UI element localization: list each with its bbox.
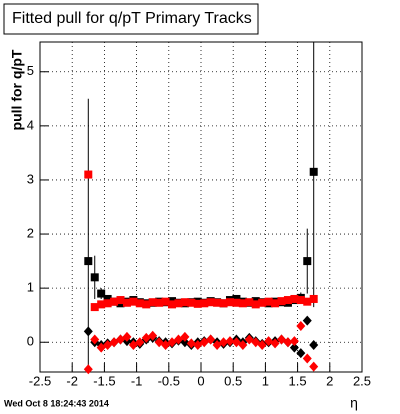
diamond-marker — [296, 321, 306, 332]
square-marker — [296, 296, 305, 305]
square-marker — [264, 297, 273, 306]
x-tick-label: 1.5 — [289, 373, 307, 388]
x-tick-label: 0.5 — [224, 373, 242, 388]
square-marker — [174, 299, 183, 308]
y-axis-label: pull for q/pT — [9, 49, 25, 130]
square-marker — [309, 294, 318, 303]
square-marker — [168, 300, 177, 309]
square-marker — [161, 297, 170, 306]
diamond-marker — [289, 342, 299, 353]
diamond-marker — [135, 337, 145, 348]
diamond-marker — [257, 339, 267, 350]
square-marker — [303, 297, 312, 306]
square-marker — [122, 298, 131, 307]
y-tick-label: 4 — [27, 117, 34, 132]
y-tick-label: 5 — [27, 63, 34, 78]
diamond-marker — [225, 336, 235, 347]
x-tick-label: 1 — [262, 373, 269, 388]
square-marker — [225, 298, 234, 307]
x-tick-label: 2.5 — [353, 373, 371, 388]
square-marker — [84, 257, 93, 266]
diamond-marker — [309, 361, 319, 372]
square-marker — [283, 296, 292, 305]
diamond-marker — [148, 330, 158, 341]
square-marker — [193, 299, 202, 308]
square-marker — [200, 299, 209, 308]
diamond-marker — [302, 353, 312, 364]
square-marker — [90, 273, 99, 282]
y-tick-label: 1 — [27, 280, 34, 295]
x-axis-label: η — [350, 395, 358, 411]
square-marker — [232, 298, 241, 307]
x-tick-label: 2 — [326, 373, 333, 388]
x-tick-label: -1 — [131, 373, 143, 388]
chart-title: Fitted pull for q/pT Primary Tracks — [12, 10, 252, 27]
square-marker — [84, 170, 93, 179]
square-marker — [103, 299, 112, 308]
square-marker — [245, 298, 254, 307]
x-tick-label: 0 — [197, 373, 204, 388]
x-tick-label: -2.5 — [29, 373, 51, 388]
square-marker — [103, 294, 112, 303]
diamond-marker — [122, 331, 132, 342]
square-marker — [97, 289, 106, 298]
square-marker — [309, 167, 318, 176]
x-tick-label: -1.5 — [93, 373, 115, 388]
square-marker — [187, 298, 196, 307]
diamond-marker — [219, 337, 229, 348]
square-marker — [238, 299, 247, 308]
diamond-marker — [270, 338, 280, 349]
diamond-marker — [206, 334, 216, 345]
title-box — [3, 3, 259, 35]
square-marker — [97, 300, 106, 309]
square-marker — [290, 294, 299, 303]
square-marker — [135, 299, 144, 308]
diamond-marker — [283, 337, 293, 348]
diamond-marker — [302, 315, 312, 326]
diamond-marker — [238, 339, 248, 350]
square-marker — [303, 257, 312, 266]
diamond-marker — [90, 334, 100, 345]
square-marker — [90, 303, 99, 312]
diamond-marker — [83, 364, 93, 375]
square-marker — [213, 298, 222, 307]
square-marker — [206, 298, 215, 307]
square-marker — [129, 297, 138, 306]
square-marker — [155, 298, 164, 307]
x-tick-label: -2 — [66, 373, 78, 388]
square-marker — [148, 298, 157, 307]
square-marker — [271, 299, 280, 308]
y-tick-label: 2 — [27, 225, 34, 240]
diamond-marker — [180, 331, 190, 342]
diamond-marker — [296, 348, 306, 359]
square-marker — [116, 296, 125, 305]
square-marker — [142, 300, 151, 309]
square-marker — [180, 298, 189, 307]
diamond-marker — [309, 339, 319, 350]
square-marker — [258, 298, 267, 307]
diamond-marker — [186, 338, 196, 349]
square-marker — [277, 297, 286, 306]
diamond-marker — [289, 336, 299, 347]
y-tick-label: 0 — [27, 334, 34, 349]
y-tick-label: 3 — [27, 171, 34, 186]
square-marker — [251, 300, 260, 309]
diamond-marker — [83, 326, 93, 337]
square-marker — [110, 297, 119, 306]
footer-date: Wed Oct 8 18:24:43 2014 — [4, 398, 109, 408]
x-tick-label: -0.5 — [158, 373, 180, 388]
square-marker — [219, 299, 228, 308]
